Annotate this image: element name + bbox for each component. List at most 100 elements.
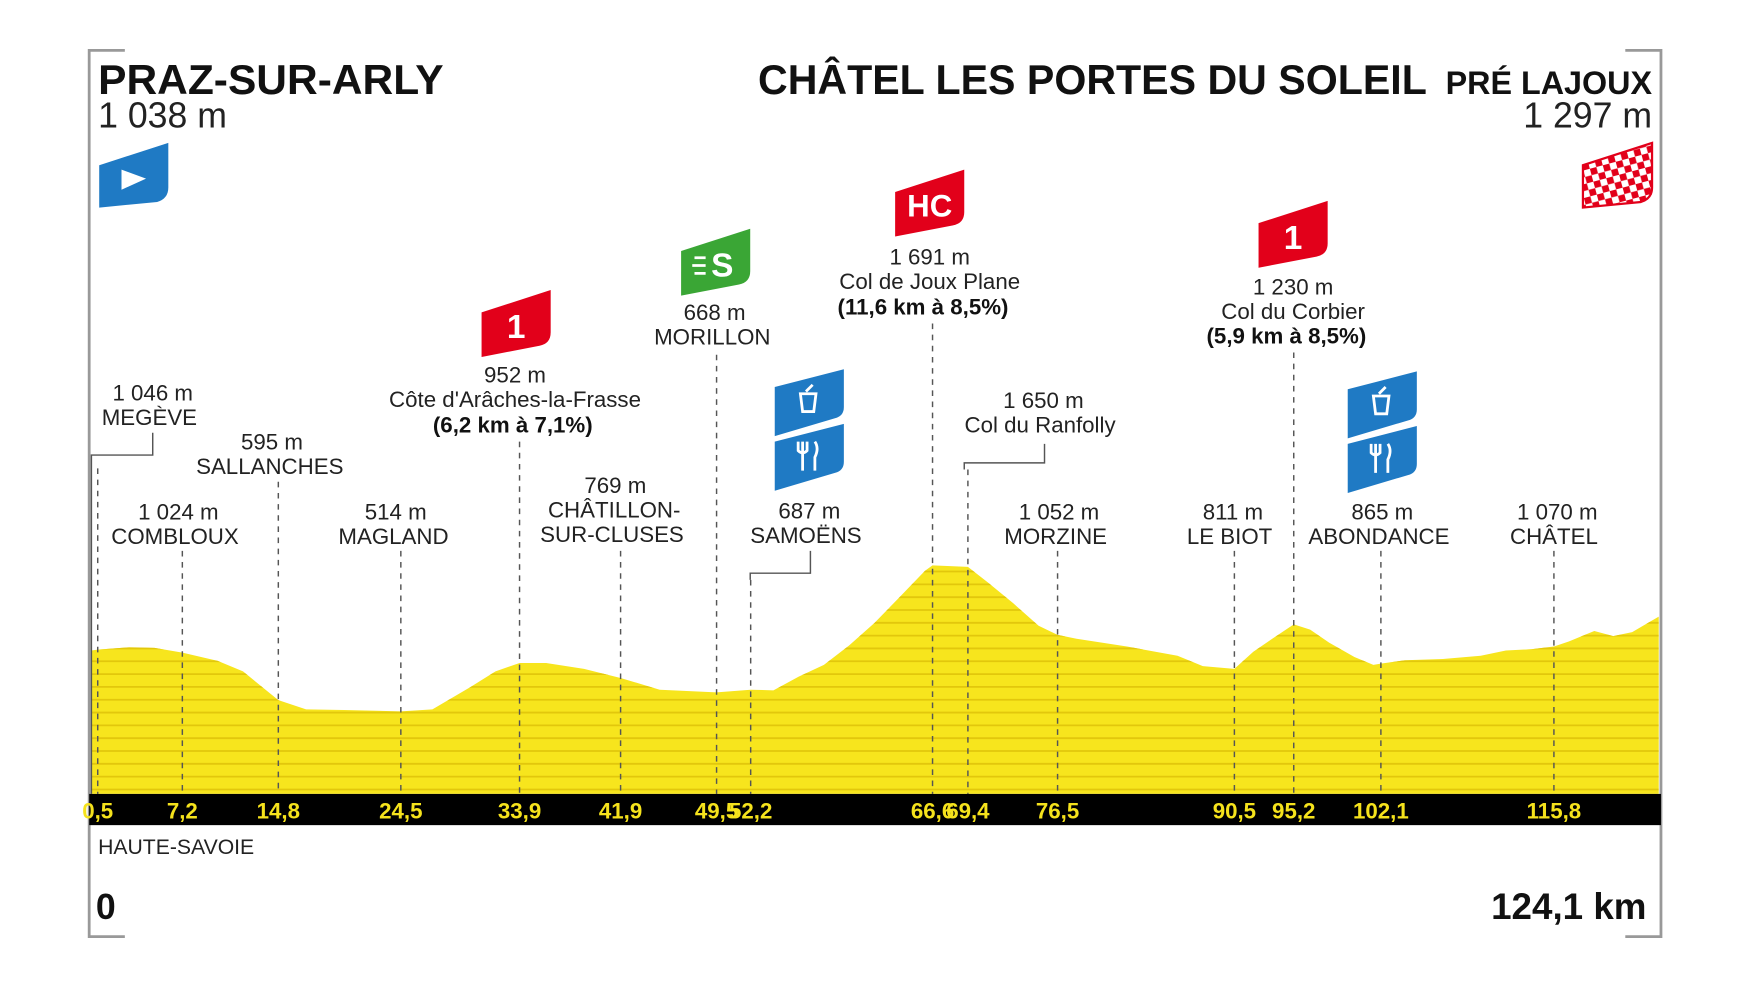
- place-name: Col de Joux Plane: [839, 269, 1020, 294]
- km-tick-label: 0,5: [82, 798, 113, 823]
- cutlery-icon: [1347, 426, 1417, 493]
- finish-altitude: 1 297 m: [1523, 95, 1652, 135]
- speed-lines-icon: [692, 256, 706, 275]
- total-km: 124,1 km: [1491, 886, 1646, 927]
- place-name: SAMOËNS: [750, 523, 861, 548]
- km-tick-label: 33,9: [498, 798, 541, 823]
- label-abondance: 865 m ABONDANCE: [1308, 500, 1449, 550]
- place-name: Côte d'Arâches-la-Frasse: [389, 387, 641, 412]
- place-name: MORILLON: [654, 325, 770, 350]
- km-tick-label: 66,6: [911, 798, 954, 823]
- start-flag-icon: [99, 142, 169, 208]
- climb-stats: (11,6 km à 8,5%): [838, 295, 1009, 320]
- label-corbier: 1 230 m Col du Corbier (5,9 km à 8,5%): [1207, 275, 1367, 349]
- bin-icon: [1347, 371, 1417, 439]
- place-name: MEGÈVE: [102, 405, 197, 430]
- feed-zone-samoens: [774, 369, 844, 491]
- frame-left: [87, 48, 125, 939]
- place-name: Col du Corbier: [1221, 299, 1365, 324]
- altitude: 687 m: [778, 499, 840, 524]
- km-tick-label: 102,1: [1353, 798, 1409, 823]
- km-tick-label: 90,5: [1213, 798, 1256, 823]
- altitude: 1 230 m: [1253, 275, 1334, 300]
- elevation-profile: [91, 565, 1659, 794]
- profile-area: [91, 565, 1659, 794]
- label-samoens: 687 m SAMOËNS: [750, 499, 861, 549]
- km-tick-label: 49,5: [695, 798, 738, 823]
- sprint-badge-morillon: S: [681, 228, 751, 296]
- km-ticks: 0,5 7,2 14,8 24,5 33,9 41,9 49,552,2 66,669,4 76…: [82, 798, 1581, 823]
- altitude: 1 024 m: [138, 500, 219, 525]
- marker-lines: [96, 323, 1555, 794]
- altitude: 811 m: [1203, 500, 1263, 525]
- region-label: HAUTE-SAVOIE: [98, 836, 254, 859]
- label-magland: 514 m MAGLAND: [338, 500, 448, 550]
- altitude: 1 046 m: [112, 380, 193, 405]
- km-tick-label: 14,8: [257, 798, 300, 823]
- label-morzine: 1 052 m MORZINE: [1004, 500, 1107, 550]
- km-tick-label: 24,5: [379, 798, 422, 823]
- place-name: CHÂTEL: [1510, 524, 1598, 549]
- label-ranfolly: 1 650 m Col du Ranfolly: [965, 388, 1117, 438]
- altitude: 514 m: [365, 500, 427, 525]
- frame-right: [1625, 48, 1663, 939]
- km-tick-label: 41,9: [599, 798, 642, 823]
- label-araches: 952 m Côte d'Arâches-la-Frasse (6,2 km à…: [389, 363, 641, 438]
- label-megeve: 1 046 m MEGÈVE: [102, 380, 197, 430]
- finish-flag-icon: [1581, 141, 1654, 209]
- feed-zone-abondance: [1347, 371, 1417, 493]
- km-tick-label: 7,2: [167, 798, 198, 823]
- km-tick-label: 69,4: [946, 798, 990, 823]
- label-combloux: 1 024 m COMBLOUX: [111, 500, 239, 550]
- megeve-leader: [90, 432, 154, 794]
- svg-text:HC: HC: [907, 188, 952, 223]
- label-morillon: 668 m MORILLON: [654, 300, 770, 350]
- start-altitude: 1 038 m: [98, 95, 227, 135]
- altitude: 952 m: [484, 363, 546, 388]
- place-name: MAGLAND: [338, 524, 448, 549]
- finish-subtitle: PRÉ LAJOUX: [1446, 64, 1653, 101]
- altitude: 1 070 m: [1517, 500, 1598, 525]
- ranfolly-leader: [963, 443, 1046, 470]
- km-tick-label: 76,5: [1036, 798, 1079, 823]
- svg-text:1: 1: [507, 309, 526, 346]
- altitude: 1 650 m: [1003, 388, 1084, 413]
- samoens-leader: [749, 550, 812, 580]
- cat1-climb-badge-araches: 1: [481, 290, 551, 357]
- label-jouxplane: 1 691 m Col de Joux Plane (11,6 km à 8,5…: [838, 244, 1021, 319]
- place-name: SALLANCHES: [196, 454, 343, 479]
- place-name: LE BIOT: [1187, 524, 1273, 549]
- place-name-line1: CHÂTILLON-: [548, 497, 680, 522]
- altitude: 595 m: [241, 429, 303, 454]
- hc-climb-badge-jouxplane: HC: [895, 169, 965, 237]
- label-sallanches: 595 m SALLANCHES: [196, 429, 343, 479]
- altitude: 769 m: [584, 473, 646, 498]
- svg-text:1: 1: [1284, 220, 1303, 257]
- start-town: PRAZ-SUR-ARLY: [98, 57, 444, 103]
- km-bar: [89, 793, 1661, 826]
- bin-icon: [774, 369, 844, 437]
- km-tick-label: 52,2: [729, 798, 772, 823]
- altitude: 668 m: [684, 300, 746, 325]
- start-km: 0: [96, 887, 116, 927]
- label-chatillon: 769 m CHÂTILLON- SUR-CLUSES: [540, 473, 684, 547]
- finish-town: CHÂTEL LES PORTES DU SOLEIL: [758, 57, 1427, 103]
- altitude: 1 052 m: [1019, 500, 1100, 525]
- cutlery-icon: [774, 423, 844, 491]
- climb-stats: (6,2 km à 7,1%): [433, 413, 593, 438]
- label-lebiot: 811 m LE BIOT: [1187, 500, 1273, 550]
- place-name: COMBLOUX: [111, 524, 239, 549]
- km-tick-label: 115,8: [1527, 798, 1582, 823]
- place-name: Col du Ranfolly: [965, 413, 1117, 438]
- svg-text:S: S: [711, 248, 733, 285]
- place-name-line2: SUR-CLUSES: [540, 522, 684, 547]
- label-chatel: 1 070 m CHÂTEL: [1510, 500, 1598, 550]
- climb-stats: (5,9 km à 8,5%): [1207, 324, 1367, 349]
- altitude: 865 m: [1351, 500, 1413, 525]
- place-name: MORZINE: [1004, 524, 1107, 549]
- altitude: 1 691 m: [889, 244, 970, 269]
- km-tick-label: 95,2: [1272, 798, 1315, 823]
- place-name: ABONDANCE: [1308, 524, 1449, 549]
- cat1-climb-badge-corbier: 1: [1258, 200, 1328, 268]
